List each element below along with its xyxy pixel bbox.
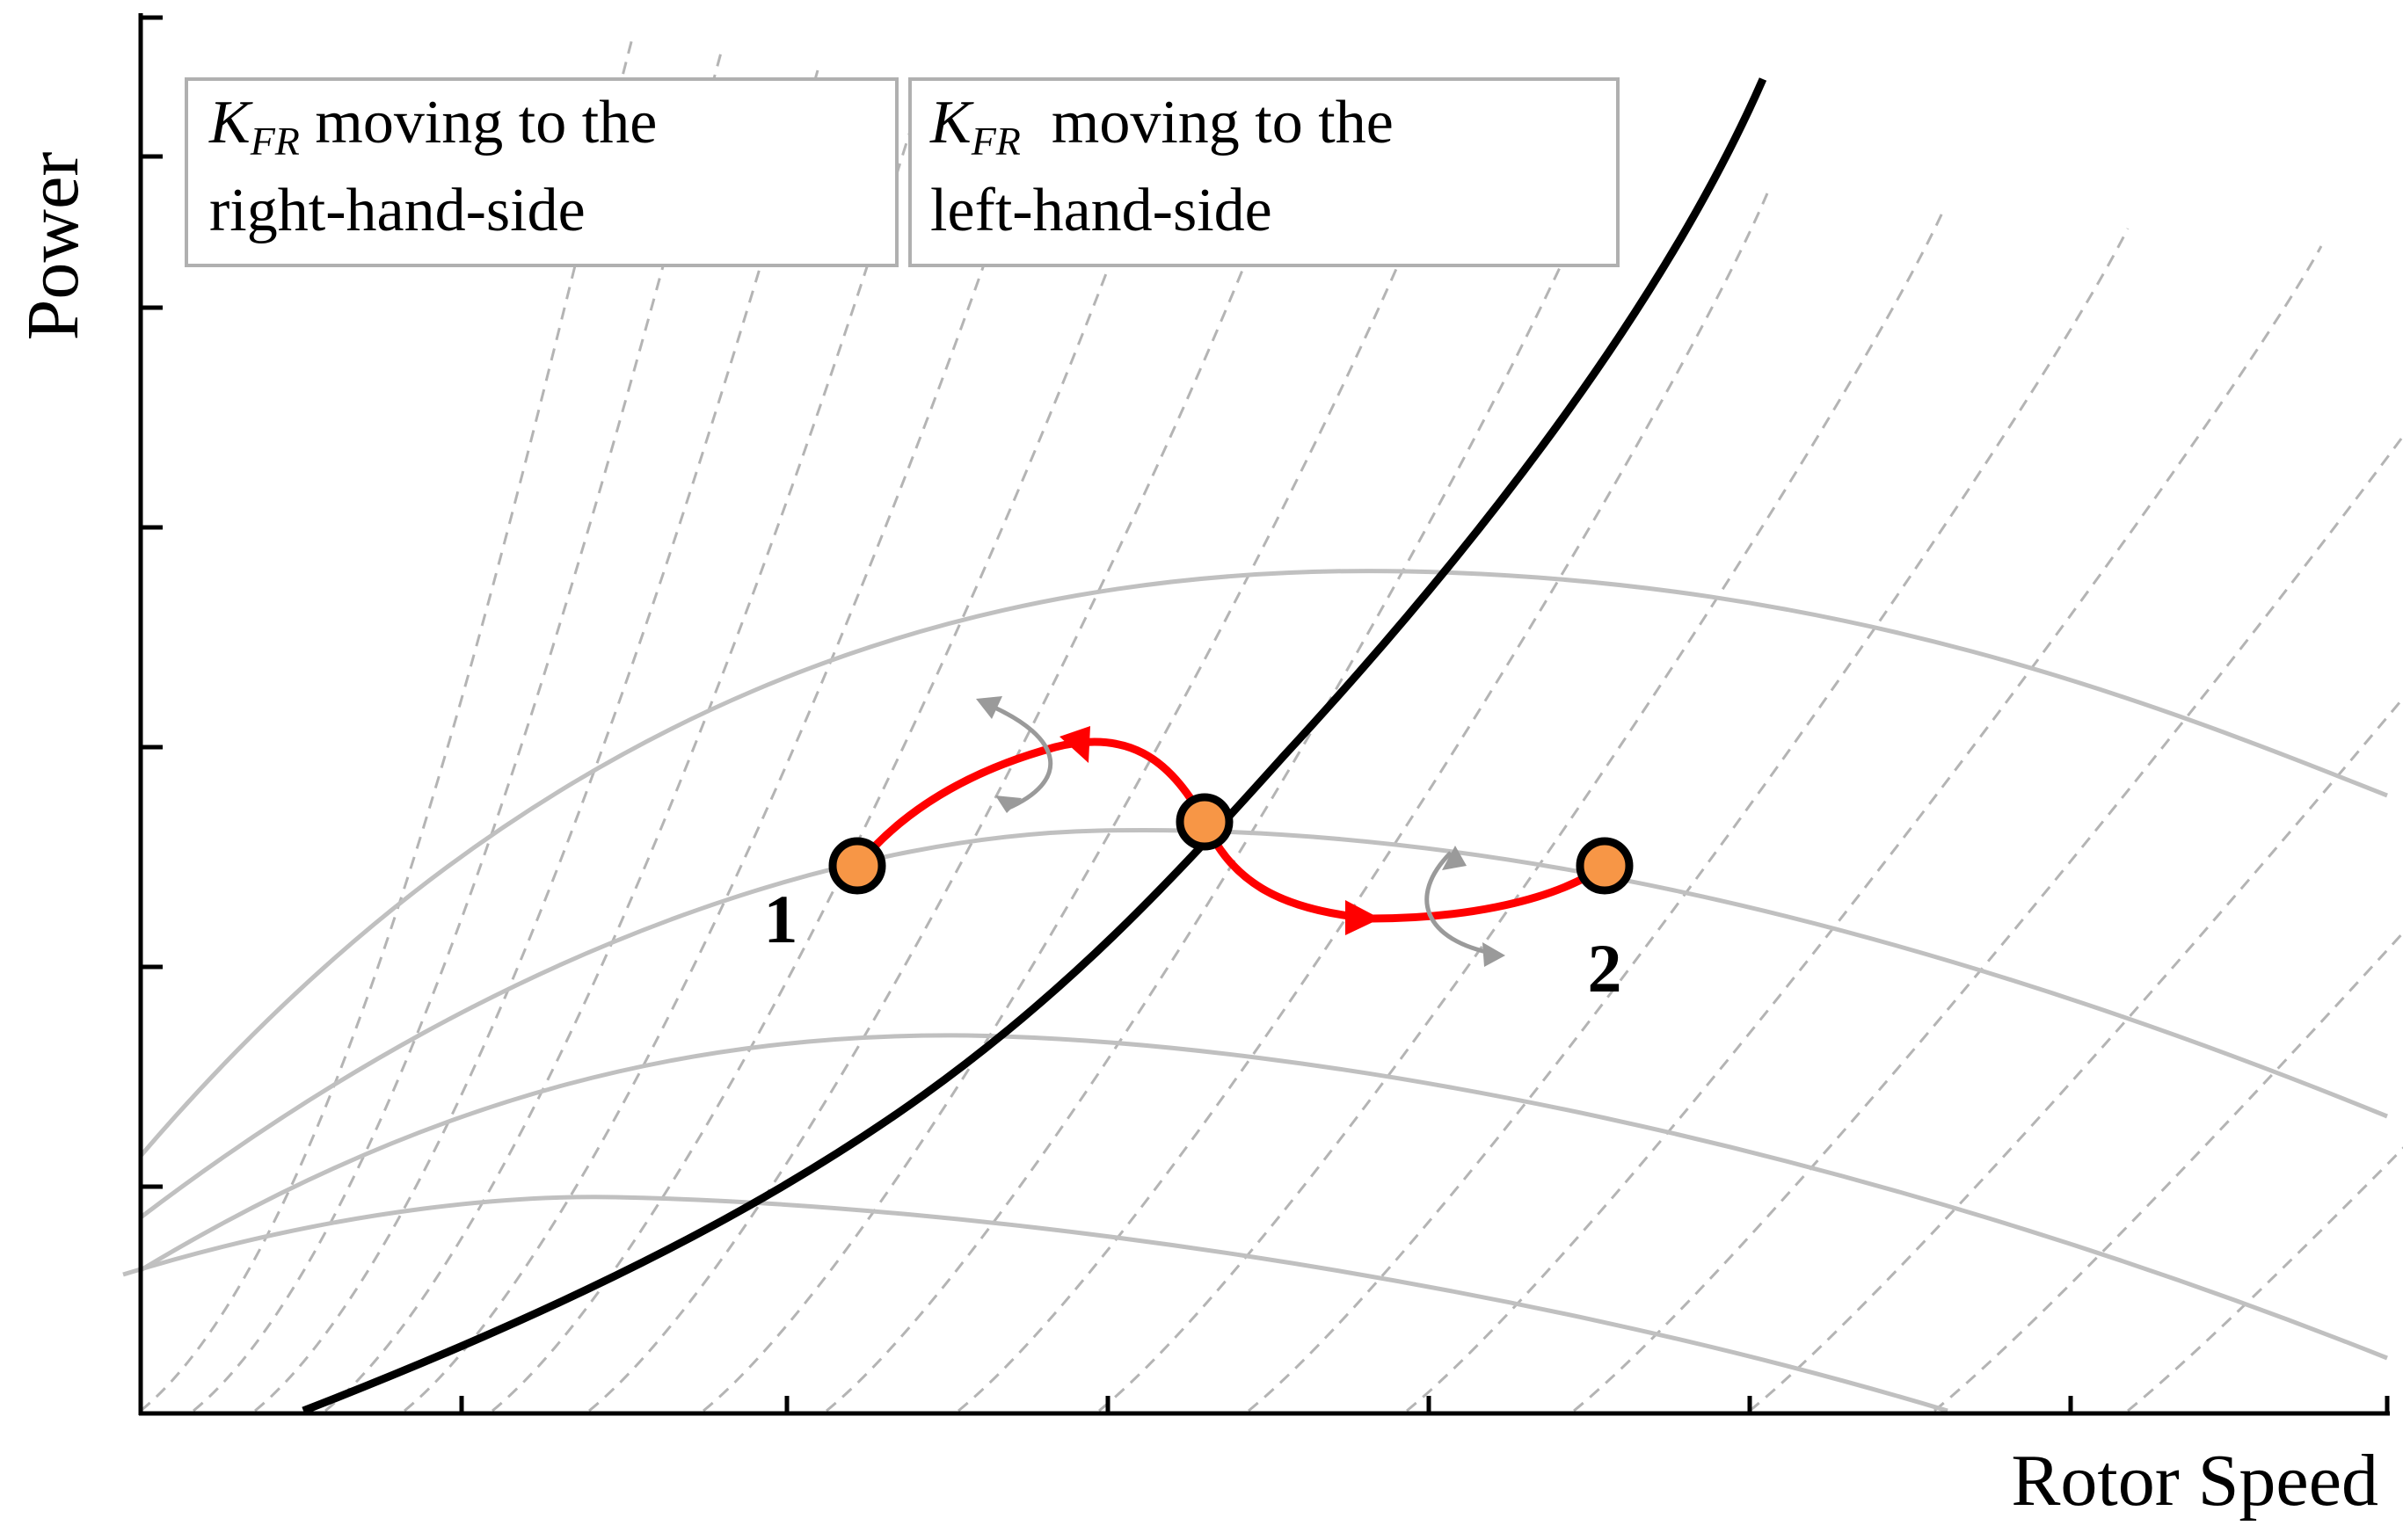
axes bbox=[138, 13, 2390, 1416]
small-arrow-lower-right bbox=[1424, 851, 1496, 956]
trajectory-segment-2 bbox=[1200, 820, 1607, 923]
dashed-guide-line bbox=[1933, 931, 2403, 1413]
control-curve bbox=[302, 77, 1767, 1415]
power-curve-2 bbox=[139, 828, 2388, 1219]
legend-box-right: KFR moving to the right-hand-side bbox=[185, 77, 899, 267]
point-intersection-marker bbox=[1176, 793, 1234, 851]
legend-left-text: moving to the bbox=[1021, 89, 1394, 156]
dashed-guide-line bbox=[588, 140, 1294, 1413]
power-curves bbox=[122, 569, 2388, 1413]
dashed-guide-line bbox=[1098, 210, 1945, 1413]
operating-points bbox=[828, 793, 1634, 895]
fr-subscript: FR bbox=[971, 119, 1021, 163]
dashed-guide-line bbox=[1749, 696, 2403, 1413]
dashed-guide-line bbox=[193, 52, 723, 1413]
x-axis-ticks bbox=[459, 1396, 2390, 1413]
dashed-guide-line bbox=[1573, 433, 2403, 1413]
dashed-guide-line bbox=[1406, 245, 2323, 1413]
arrow-tip-down bbox=[995, 795, 1022, 813]
small-arrows bbox=[984, 701, 1496, 956]
x-axis-label: Rotor Speed bbox=[2011, 1440, 2378, 1522]
power-curve-1 bbox=[139, 569, 2388, 1158]
fr-subscript: FR bbox=[250, 119, 300, 163]
point-2-marker bbox=[1576, 837, 1634, 895]
arrow-tip-right bbox=[1482, 942, 1505, 967]
dashed-guide-line bbox=[1248, 228, 2130, 1413]
dashed-guide-line bbox=[958, 192, 1769, 1413]
legend-box-left: KFR moving to the left-hand-side bbox=[908, 77, 1620, 267]
legend-box-left-line2: left-hand-side bbox=[930, 177, 1272, 244]
dashed-guide-line bbox=[324, 87, 925, 1413]
dashed-guide-lines bbox=[140, 34, 2403, 1413]
trajectory-arrowhead-right bbox=[1345, 900, 1380, 935]
dashed-guide-line bbox=[140, 34, 635, 1413]
trajectory-segment-1 bbox=[854, 737, 1208, 868]
dashed-guide-line bbox=[703, 157, 1444, 1413]
k-symbol: K bbox=[208, 89, 253, 156]
k-symbol: K bbox=[929, 89, 974, 156]
point-1-marker bbox=[828, 837, 886, 895]
y-axis-label: Power bbox=[12, 152, 94, 341]
dashed-guide-line bbox=[404, 105, 1039, 1413]
legend-box-left-frame bbox=[908, 77, 1620, 267]
point-2-label: 2 bbox=[1588, 930, 1622, 1006]
y-axis-ticks bbox=[141, 15, 163, 1189]
trajectory-arrowhead-left bbox=[1060, 726, 1090, 763]
arrow-tip-up bbox=[976, 696, 1002, 719]
power-curve-3 bbox=[139, 1033, 2388, 1361]
legend-box-right-line2: right-hand-side bbox=[209, 177, 586, 244]
dashed-guide-line bbox=[492, 122, 1162, 1413]
power-curve-4 bbox=[122, 1195, 1948, 1413]
legend-box-left-line1: KFR moving to the bbox=[929, 89, 1394, 163]
dashed-guide-line bbox=[254, 69, 819, 1413]
dashed-guide-line bbox=[2127, 1146, 2403, 1413]
legend-box-right-line1: KFR moving to the bbox=[208, 89, 657, 163]
legend-right-text: moving to the bbox=[300, 89, 657, 156]
arrow-tip-up-right bbox=[1442, 846, 1467, 870]
dashed-guide-line bbox=[826, 175, 1602, 1413]
point-1-label: 1 bbox=[764, 881, 798, 957]
small-arrow-upper-left bbox=[984, 701, 1053, 811]
legend-box-right-frame bbox=[185, 77, 899, 267]
